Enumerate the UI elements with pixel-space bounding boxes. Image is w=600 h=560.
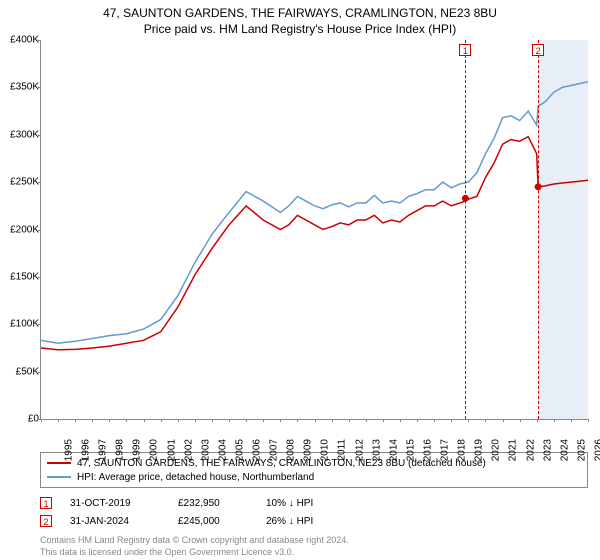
x-axis-label: 2000 [149, 439, 161, 461]
sale-diff: 26% ↓ HPI [266, 516, 366, 527]
x-axis-label: 2002 [183, 439, 195, 461]
x-axis-label: 1999 [132, 439, 144, 461]
x-axis-label: 2010 [320, 439, 332, 461]
y-axis-label: £400K [1, 35, 39, 46]
x-axis-label: 2008 [285, 439, 297, 461]
x-axis-label: 2021 [508, 439, 520, 461]
sale-price: £232,950 [178, 498, 248, 509]
footer-attribution: Contains HM Land Registry data © Crown c… [40, 534, 588, 558]
price-chart: £0£50K£100K£150K£200K£250K£300K£350K£400… [40, 40, 588, 420]
sale-diff: 10% ↓ HPI [266, 498, 366, 509]
legend-label: HPI: Average price, detached house, Nort… [77, 472, 314, 483]
sale-marker-icon: 2 [40, 515, 52, 527]
page-subtitle: Price paid vs. HM Land Registry's House … [0, 20, 600, 40]
series-line-blue [41, 82, 588, 344]
sale-marker-badge: 2 [532, 44, 544, 56]
y-axis-label: £250K [1, 177, 39, 188]
x-axis-label: 2023 [542, 439, 554, 461]
sale-date: 31-OCT-2019 [70, 498, 160, 509]
x-axis-label: 2007 [268, 439, 280, 461]
sales-table: 1 31-OCT-2019 £232,950 10% ↓ HPI 2 31-JA… [40, 494, 588, 530]
y-axis-label: £200K [1, 224, 39, 235]
y-axis-label: £100K [1, 319, 39, 330]
footer-line: Contains HM Land Registry data © Crown c… [40, 534, 588, 546]
page-title-address: 47, SAUNTON GARDENS, THE FAIRWAYS, CRAML… [0, 0, 600, 20]
x-axis-label: 2026 [593, 439, 600, 461]
sale-price: £245,000 [178, 516, 248, 527]
sale-marker-badge: 1 [459, 44, 471, 56]
x-axis-label: 2011 [336, 439, 348, 461]
series-line-red [41, 137, 588, 350]
x-axis-label: 2015 [405, 439, 417, 461]
x-axis-label: 2019 [474, 439, 486, 461]
sale-marker-line [465, 40, 466, 419]
x-axis-label: 2004 [217, 439, 229, 461]
x-axis-label: 2025 [576, 439, 588, 461]
x-axis-label: 2020 [491, 439, 503, 461]
x-axis-label: 2016 [422, 439, 434, 461]
x-axis-label: 1996 [80, 439, 92, 461]
x-axis-label: 2022 [525, 439, 537, 461]
legend-swatch [47, 476, 71, 478]
y-axis-label: £300K [1, 129, 39, 140]
y-axis-label: £350K [1, 82, 39, 93]
x-axis-label: 2017 [439, 439, 451, 461]
x-axis-label: 2001 [166, 439, 178, 461]
sale-date: 31-JAN-2024 [70, 516, 160, 527]
y-axis-label: £0 [1, 414, 39, 425]
x-axis-label: 1997 [97, 439, 109, 461]
x-axis-label: 2003 [200, 439, 212, 461]
x-axis-label: 2013 [371, 439, 383, 461]
x-axis-label: 2009 [303, 439, 315, 461]
x-axis-label: 2018 [456, 439, 468, 461]
x-axis-label: 2024 [559, 439, 571, 461]
x-axis-label: 2014 [388, 439, 400, 461]
legend-swatch [47, 462, 71, 464]
sale-marker-line [538, 40, 539, 419]
x-axis-label: 2005 [234, 439, 246, 461]
footer-line: This data is licensed under the Open Gov… [40, 546, 588, 558]
table-row: 2 31-JAN-2024 £245,000 26% ↓ HPI [40, 512, 588, 530]
x-axis-label: 1998 [115, 439, 127, 461]
y-axis-label: £150K [1, 271, 39, 282]
table-row: 1 31-OCT-2019 £232,950 10% ↓ HPI [40, 494, 588, 512]
x-axis-label: 2012 [354, 439, 366, 461]
x-axis-label: 1995 [63, 439, 75, 461]
x-axis-label: 2006 [251, 439, 263, 461]
legend-item: HPI: Average price, detached house, Nort… [47, 470, 581, 484]
chart-svg [41, 40, 588, 419]
y-axis-label: £50K [1, 366, 39, 377]
sale-marker-icon: 1 [40, 497, 52, 509]
